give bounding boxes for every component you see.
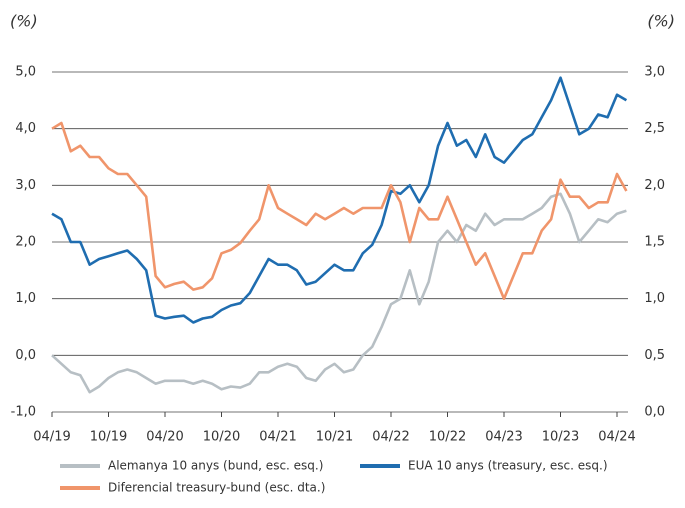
y2-tick-label: 1,0 xyxy=(644,291,665,306)
y2-axis-title: (%) xyxy=(647,12,675,31)
y-tick-label: 5,0 xyxy=(15,65,36,80)
y2-tick-label: 3,0 xyxy=(644,65,665,80)
y-tick-label: 3,0 xyxy=(15,178,36,193)
series-line xyxy=(51,121,628,300)
y-tick-label: -1,0 xyxy=(11,405,36,420)
legend-label: EUA 10 anys (treasury, esc. esq.) xyxy=(408,459,608,473)
x-tick-label: 10/19 xyxy=(90,430,127,445)
x-tick-label: 10/22 xyxy=(429,430,466,445)
y2-tick-label: 0,0 xyxy=(644,405,665,420)
x-tick-label: 10/23 xyxy=(542,430,579,445)
y2-tick-label: 1,5 xyxy=(644,235,665,250)
y2-tick-label: 0,5 xyxy=(644,348,665,363)
x-tick-label: 10/21 xyxy=(316,430,353,445)
series-line xyxy=(51,192,627,394)
x-tick-label: 04/23 xyxy=(485,430,522,445)
y-tick-label: 0,0 xyxy=(15,348,36,363)
x-tick-label: 04/24 xyxy=(598,430,635,445)
series-line xyxy=(51,76,628,324)
y2-tick-label: 2,0 xyxy=(644,178,665,193)
x-tick-label: 04/20 xyxy=(146,430,183,445)
y-axis-title: (%) xyxy=(10,12,38,31)
x-tick-label: 04/19 xyxy=(33,430,70,445)
x-tick-label: 04/22 xyxy=(372,430,409,445)
y-tick-label: 1,0 xyxy=(15,291,36,306)
x-tick-label: 10/20 xyxy=(203,430,240,445)
legend-label: Alemanya 10 anys (bund, esc. esq.) xyxy=(108,459,323,473)
legend-label: Diferencial treasury-bund (esc. dta.) xyxy=(108,481,325,495)
y-tick-label: 2,0 xyxy=(15,235,36,250)
x-tick-label: 04/21 xyxy=(259,430,296,445)
y-tick-label: 4,0 xyxy=(15,121,36,136)
y2-tick-label: 2,5 xyxy=(644,121,665,136)
